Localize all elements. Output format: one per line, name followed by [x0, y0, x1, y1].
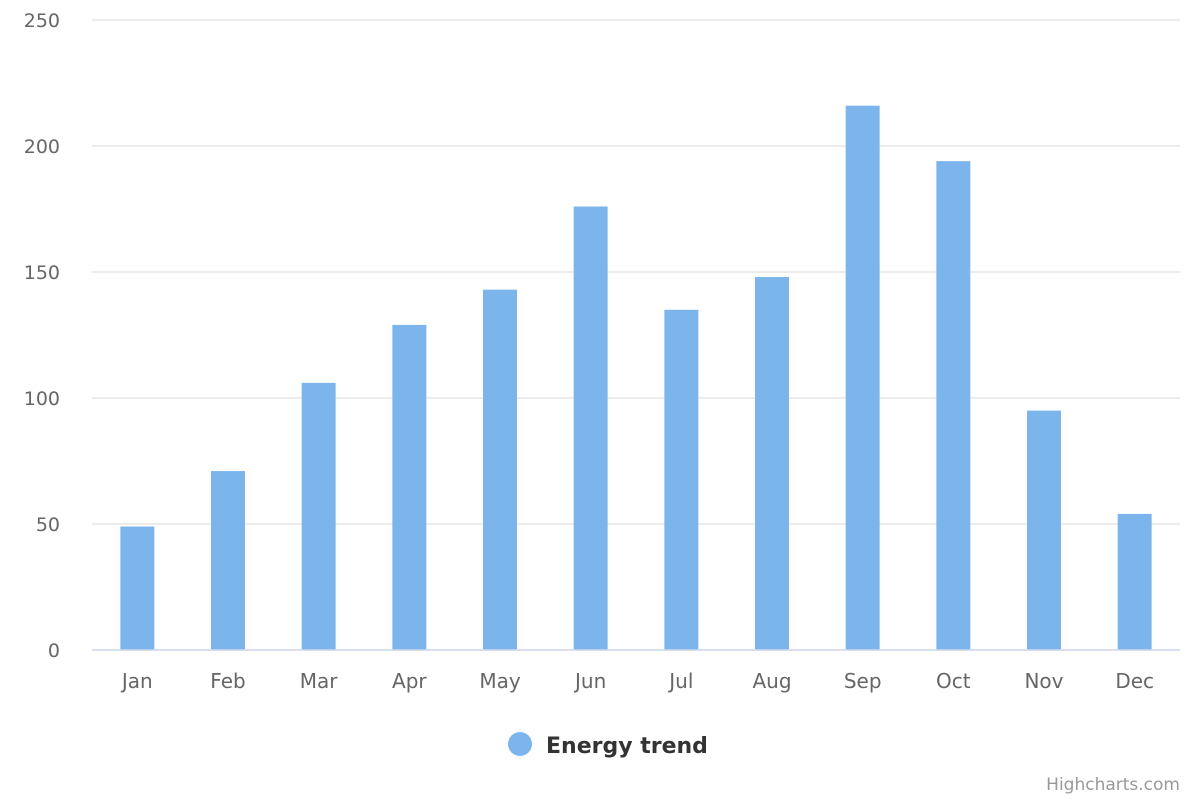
x-tick-label: Feb [210, 669, 245, 693]
legend-item-label[interactable]: Energy trend [546, 734, 708, 759]
bar [483, 289, 517, 650]
y-tick-label: 0 [48, 640, 60, 662]
x-tick-label: Aug [752, 669, 791, 693]
bar [392, 324, 427, 650]
bar [573, 206, 608, 651]
bar [211, 471, 245, 650]
bar [845, 105, 880, 651]
gridlines [92, 19, 1180, 525]
x-tick-label: Jul [667, 669, 693, 693]
x-tick-label: Apr [392, 669, 427, 693]
credits-link[interactable]: Highcharts.com [1046, 775, 1180, 795]
y-tick-label: 150 [24, 262, 60, 284]
bar [755, 277, 789, 650]
bar [664, 309, 699, 650]
bars [120, 105, 1152, 651]
y-tick-label: 100 [24, 388, 60, 410]
y-axis-ticks: 0 50 100 150 200 250 [24, 10, 60, 662]
x-tick-label: Dec [1115, 669, 1154, 693]
x-tick-label: May [479, 669, 521, 693]
bar [1117, 513, 1152, 650]
x-tick-label: Oct [936, 669, 971, 693]
y-tick-label: 50 [36, 514, 60, 536]
x-tick-label: Sep [844, 669, 882, 693]
bar [120, 526, 155, 650]
x-axis-ticks: Jan Feb Mar Apr May Jun Jul Aug Sep Oct Nov Dec [120, 669, 1154, 693]
legend-marker-icon[interactable] [508, 732, 532, 756]
bar [936, 161, 971, 650]
x-tick-label: Mar [300, 669, 339, 693]
y-tick-label: 250 [24, 10, 60, 32]
legend[interactable]: Energy trend [508, 732, 708, 759]
bar [301, 382, 336, 650]
x-tick-label: Jun [573, 669, 606, 693]
x-tick-label: Jan [120, 669, 153, 693]
bar [1027, 410, 1061, 650]
x-tick-label: Nov [1024, 669, 1063, 693]
y-tick-label: 200 [24, 136, 60, 158]
